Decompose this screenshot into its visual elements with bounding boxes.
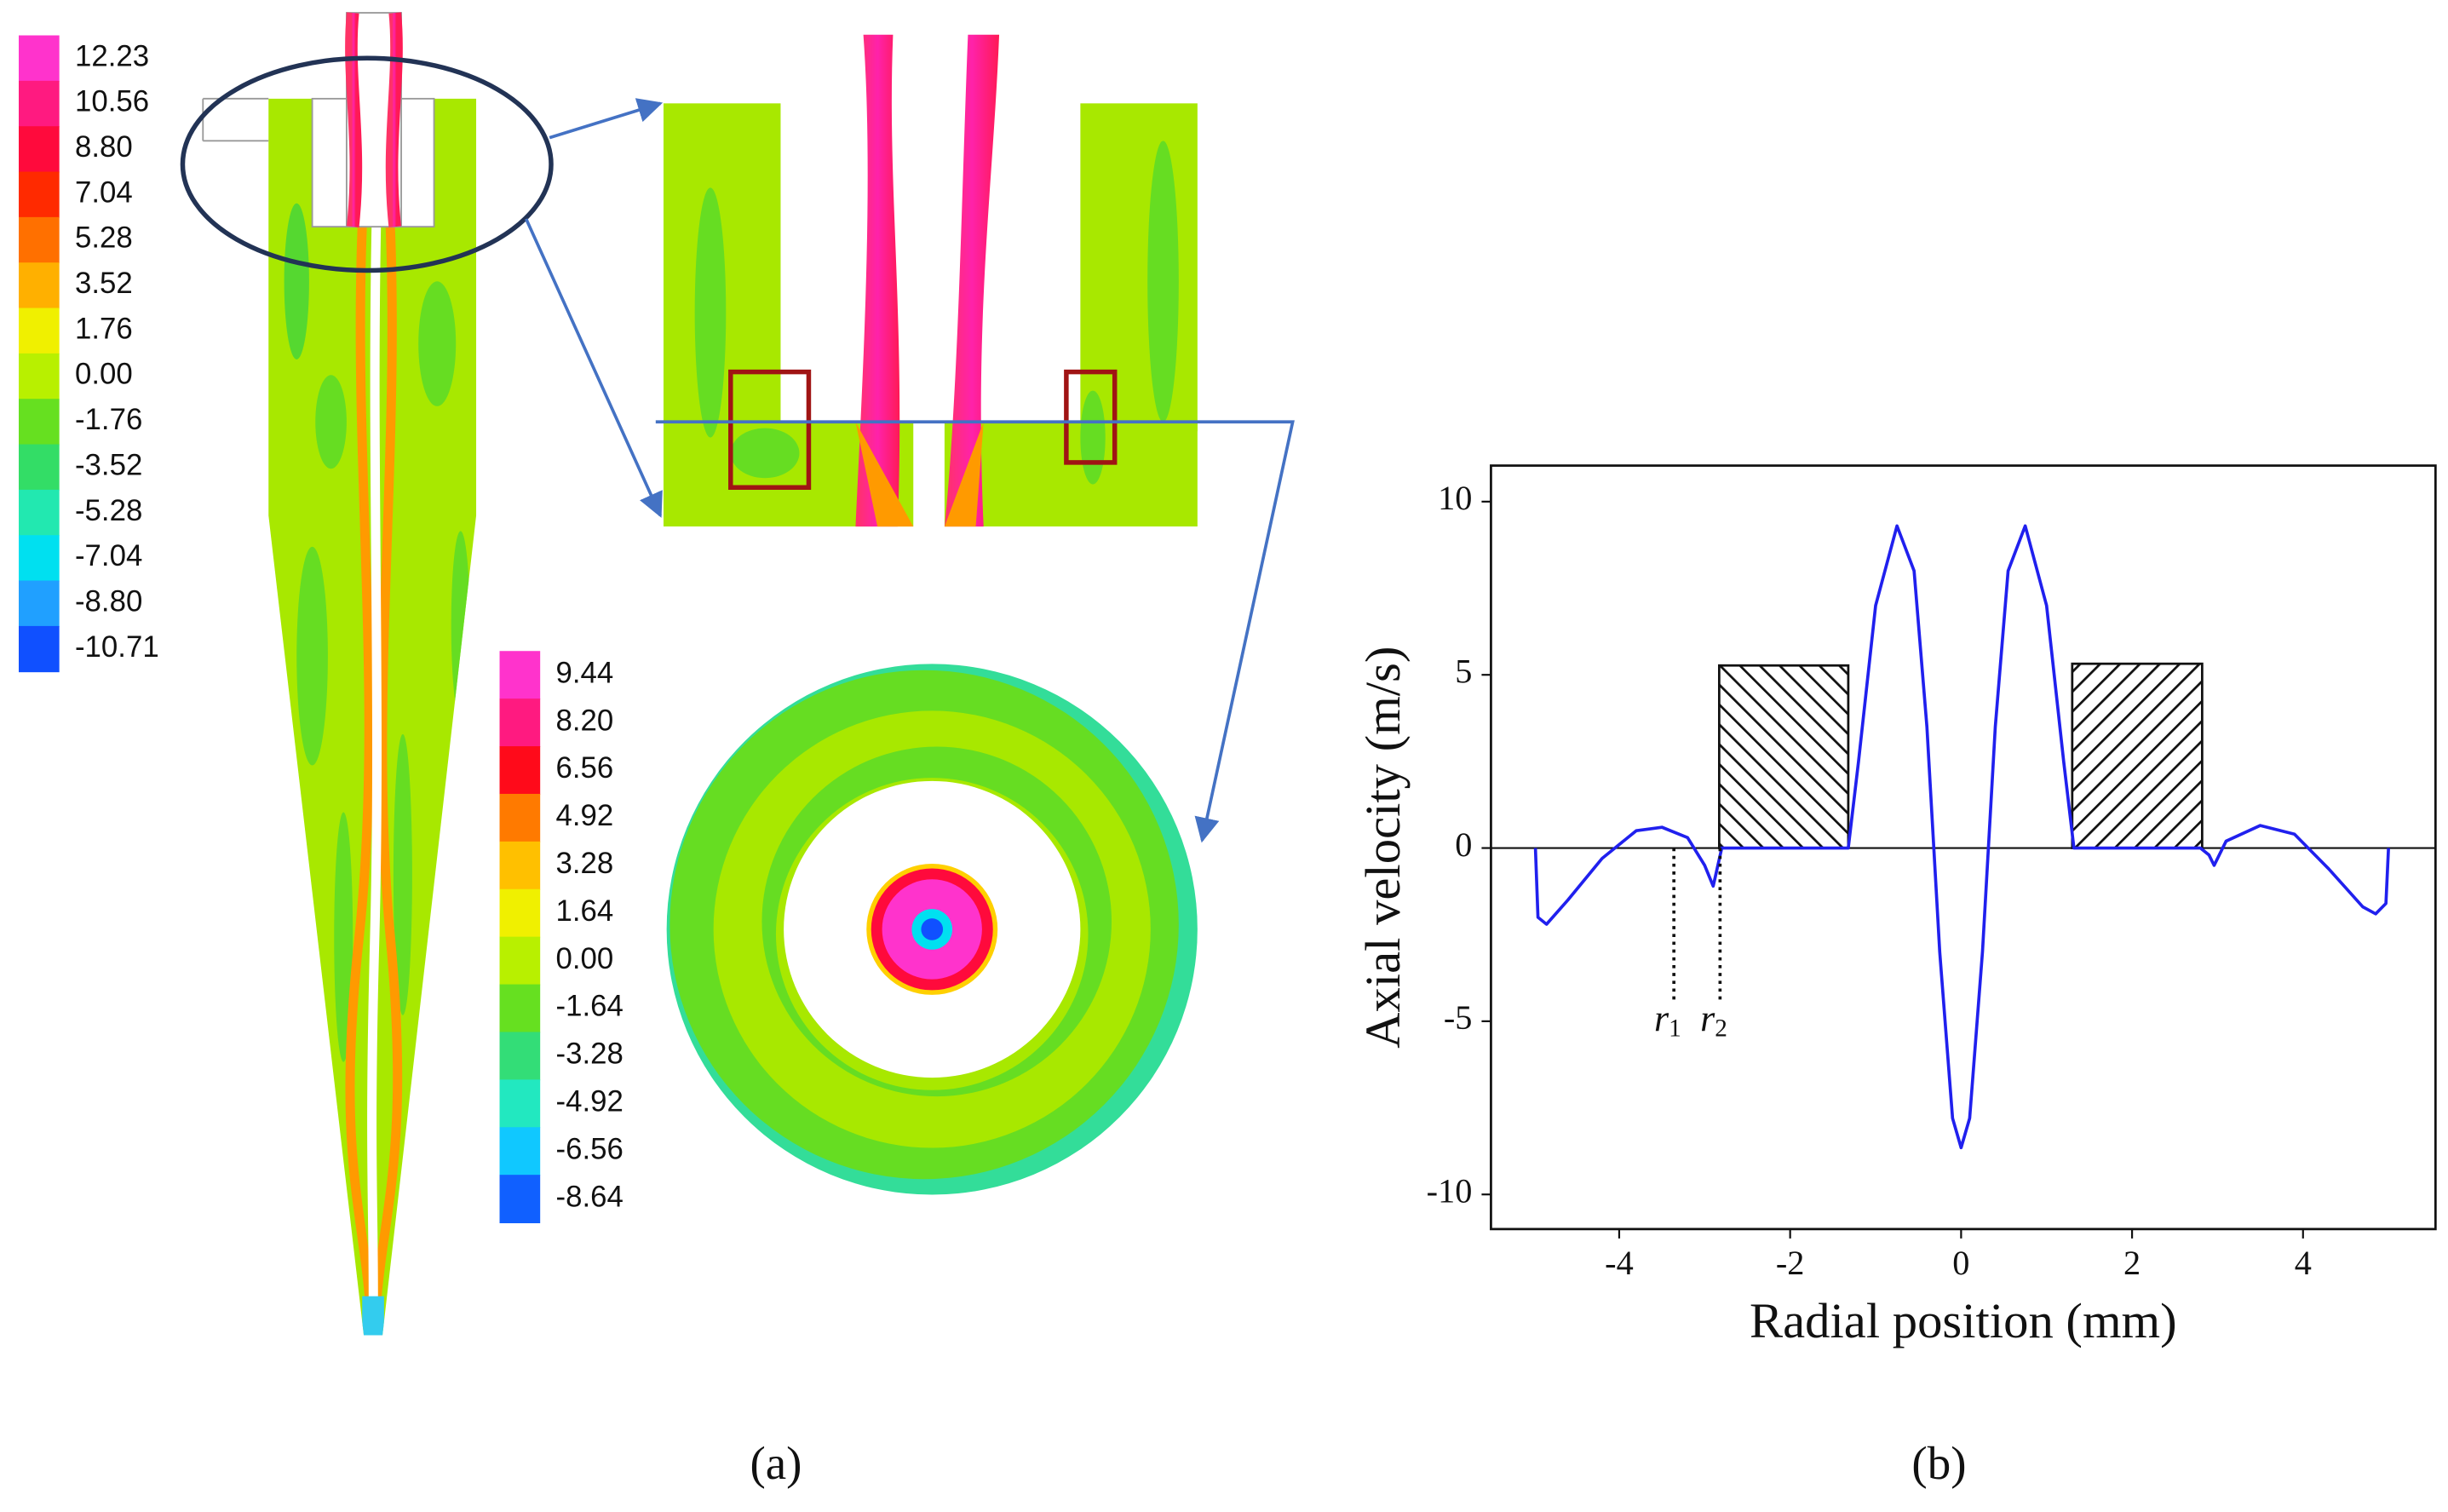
colorbar-swatch — [18, 262, 60, 309]
zoom-contour — [655, 34, 1295, 843]
colorbar-label: 4.92 — [556, 799, 614, 832]
colorbar-label: 0.00 — [556, 942, 614, 975]
line-chart: -4 -2 0 2 4 -10 -5 0 5 10 Radial position (mm) Axia… — [1355, 464, 2437, 1348]
velocity-line — [1533, 524, 2390, 1150]
colorbar-label: -8.64 — [556, 1180, 623, 1213]
hydrocyclone-contour — [180, 12, 664, 1336]
caption: (b) — [1911, 1437, 1966, 1489]
colorbar-swatch — [18, 535, 60, 582]
colorbar-swatch — [499, 651, 541, 700]
colorbar-label: 8.80 — [75, 130, 133, 164]
colorbar-label: 12.23 — [75, 39, 149, 72]
wall-block — [1717, 664, 1850, 849]
colorbar-swatch — [499, 1079, 541, 1129]
y-tick-label: 0 — [1455, 825, 1472, 864]
colorbar-label: 9.44 — [556, 656, 614, 689]
colorbar-swatch — [18, 308, 60, 354]
colorbar-label: -1.76 — [75, 403, 142, 436]
colorbar-swatch — [499, 888, 541, 938]
x-tick-label: -4 — [1605, 1244, 1634, 1282]
colorbar-label: 6.56 — [556, 751, 614, 785]
colorbar-label: 3.28 — [556, 847, 614, 880]
x-tick-label: -2 — [1776, 1244, 1805, 1282]
colorbar-swatch — [18, 353, 60, 400]
y-tick-label: 5 — [1455, 652, 1472, 690]
radius-label: r2 — [1700, 997, 1727, 1042]
colorbar-label: -3.28 — [556, 1038, 623, 1071]
y-axis-label: Axial velocity (m/s) — [1355, 647, 1411, 1049]
colorbar-swatch — [18, 126, 60, 173]
colorbar-swatch — [18, 216, 60, 264]
colorbar-label: -1.64 — [556, 990, 623, 1023]
colorbar: 12.23 10.56 8.80 7.04 5.28 3.52 1.76 0.00 -1.76 -… — [18, 35, 159, 673]
section-contour — [666, 664, 1198, 1195]
colorbar-label: 5.28 — [75, 221, 133, 255]
colorbar-label: -5.28 — [75, 494, 142, 527]
x-tick-label: 0 — [1952, 1244, 1969, 1282]
colorbar-label: 3.52 — [75, 267, 133, 300]
radius-symbol: r — [1700, 997, 1715, 1039]
colorbar-label: -6.56 — [556, 1132, 623, 1165]
radius-label: r1 — [1654, 997, 1681, 1042]
colorbar-swatch — [18, 444, 60, 491]
colorbar-label: -4.92 — [556, 1085, 623, 1118]
colorbar-swatch — [499, 1127, 541, 1176]
colorbar-swatch — [18, 171, 60, 218]
colorbar-swatch — [499, 1032, 541, 1081]
colorbar-label: -7.04 — [75, 539, 142, 572]
colorbar-swatch — [18, 35, 60, 82]
colorbar-label: 7.04 — [75, 175, 133, 209]
colorbar-swatch — [499, 841, 541, 890]
colorbar: 9.44 8.20 6.56 4.92 3.28 1.64 0.00 -1.64 -3.28 -4… — [499, 651, 623, 1223]
y-tick-label: 10 — [1438, 479, 1472, 517]
colorbar-swatch — [18, 625, 60, 673]
colorbar-label: 8.20 — [556, 704, 614, 737]
colorbar-label: 1.64 — [556, 894, 614, 928]
wall-block — [2071, 662, 2204, 849]
colorbar-swatch — [499, 984, 541, 1033]
colorbar-swatch — [18, 399, 60, 446]
radius-subscript: 1 — [1669, 1015, 1681, 1042]
colorbar-label: 1.76 — [75, 312, 133, 345]
colorbar-label: 10.56 — [75, 85, 149, 118]
colorbar-swatch — [18, 80, 60, 128]
colorbar-swatch — [499, 1175, 541, 1223]
colorbar-swatch — [499, 793, 541, 842]
y-tick-label: -5 — [1444, 998, 1473, 1037]
y-tick-label: -10 — [1427, 1171, 1473, 1210]
colorbar-label: 0.00 — [75, 358, 133, 391]
radius-symbol: r — [1654, 997, 1669, 1039]
colorbar-label: -8.80 — [75, 584, 142, 618]
x-tick-label: 2 — [2123, 1244, 2141, 1282]
colorbar-label: -10.71 — [75, 630, 159, 664]
colorbar-label: -3.52 — [75, 448, 142, 481]
colorbar-swatch — [499, 746, 541, 795]
x-axis-label: Radial position (mm) — [1750, 1293, 2177, 1348]
colorbar-swatch — [18, 580, 60, 627]
colorbar-swatch — [18, 489, 60, 537]
x-tick-label: 4 — [2295, 1244, 2312, 1282]
caption: (a) — [750, 1437, 802, 1489]
colorbar-swatch — [499, 699, 541, 747]
radius-subscript: 2 — [1715, 1015, 1727, 1042]
colorbar-swatch — [499, 936, 541, 986]
